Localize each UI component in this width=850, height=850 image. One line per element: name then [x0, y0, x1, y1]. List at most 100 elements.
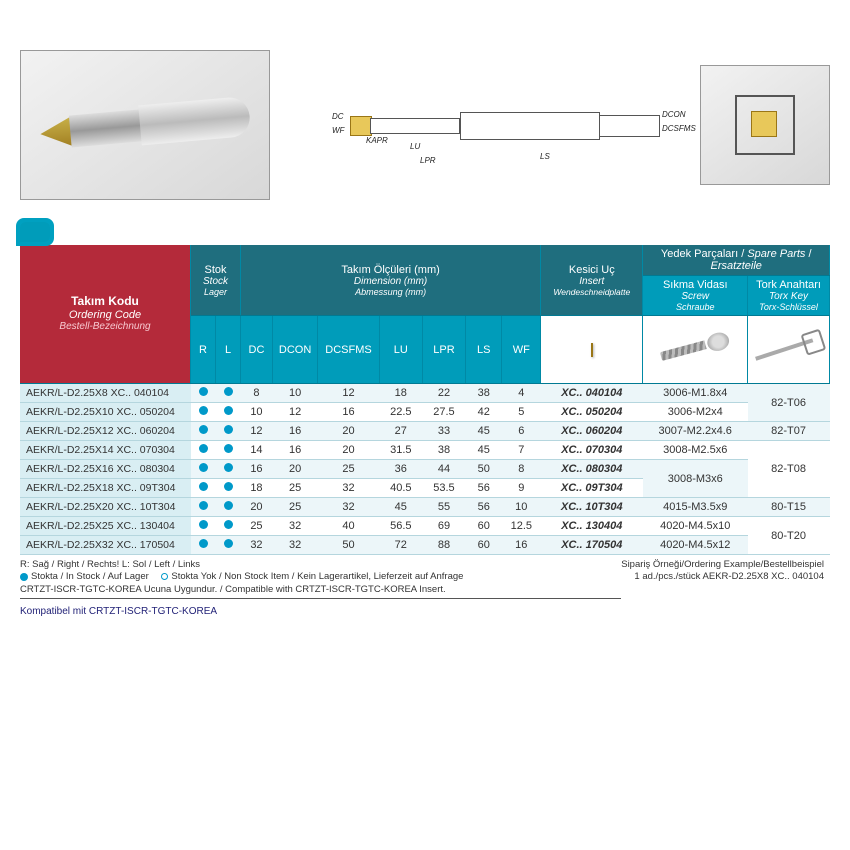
cell-dcsfms: 20: [318, 441, 379, 460]
cell-insert: XC.. 070304: [541, 441, 643, 460]
cell-insert: XC.. 09T304: [541, 479, 643, 498]
cell-ordering-code: AEKR/L-D2.25X8 XC.. 040104: [20, 384, 191, 403]
hdr-insert: Kesici Uç Insert Wendeschneidplatte: [541, 245, 643, 316]
cell-lu: 31.5: [379, 441, 422, 460]
cell-screw: 3006-M1.8x4: [643, 384, 748, 403]
cell-screw: 3007-M2.2x4.6: [643, 422, 748, 441]
cell-lu: 40.5: [379, 479, 422, 498]
stock-dot-icon: [199, 520, 208, 529]
col-dc: DC: [241, 316, 273, 384]
cell-dcsfms: 16: [318, 403, 379, 422]
cell-dcon: 10: [272, 384, 317, 403]
cell-insert: XC.. 050204: [541, 403, 643, 422]
cell-dc: 8: [241, 384, 273, 403]
cell-ls: 45: [466, 441, 502, 460]
stock-dot-icon: [199, 387, 208, 396]
cell-stock-r: [191, 498, 216, 517]
cell-lu: 56.5: [379, 517, 422, 536]
footer-rl: R: Sağ / Right / Rechts! L: Sol / Left /…: [20, 559, 621, 571]
cell-stock-r: [191, 403, 216, 422]
cell-ls: 60: [466, 517, 502, 536]
cell-ordering-code: AEKR/L-D2.25X20 XC.. 10T304: [20, 498, 191, 517]
screw-icon: [659, 330, 731, 366]
cell-wf: 7: [502, 441, 541, 460]
drill-render: [38, 86, 252, 164]
screw-icon-cell: [643, 316, 748, 384]
cell-wf: 16: [502, 536, 541, 555]
cell-stock-l: [216, 517, 241, 536]
cell-dcsfms: 32: [318, 498, 379, 517]
cell-insert: XC.. 10T304: [541, 498, 643, 517]
stock-dot-icon: [199, 425, 208, 434]
cell-lpr: 69: [422, 517, 465, 536]
cell-dc: 16: [241, 460, 273, 479]
cell-stock-l: [216, 441, 241, 460]
cell-dcon: 32: [272, 517, 317, 536]
detail-drawing: [700, 65, 830, 185]
cell-insert: XC.. 040104: [541, 384, 643, 403]
cell-screw: 4020-M4.5x12: [643, 536, 748, 555]
cell-lu: 45: [379, 498, 422, 517]
cell-lu: 27: [379, 422, 422, 441]
cell-wf: 4: [502, 384, 541, 403]
cell-torx-key: 82-T06: [748, 384, 830, 422]
cell-lpr: 22: [422, 384, 465, 403]
cell-wf: 10: [502, 498, 541, 517]
label-wf: WF: [332, 126, 344, 135]
hdr-screw: Sıkma Vidası Screw Schraube: [643, 276, 748, 316]
label-lpr: LPR: [420, 156, 436, 165]
stock-dot-icon: [199, 539, 208, 548]
cell-stock-l: [216, 384, 241, 403]
cell-ls: 45: [466, 422, 502, 441]
cell-stock-l: [216, 460, 241, 479]
cell-dcon: 25: [272, 498, 317, 517]
cell-stock-r: [191, 479, 216, 498]
stock-dot-icon: [199, 444, 208, 453]
cell-lpr: 55: [422, 498, 465, 517]
out-stock-ring-icon: [161, 573, 168, 580]
cell-insert: XC.. 060204: [541, 422, 643, 441]
cell-dcsfms: 25: [318, 460, 379, 479]
stock-dot-icon: [199, 501, 208, 510]
label-kapr: KAPR: [366, 136, 388, 145]
cell-stock-l: [216, 479, 241, 498]
cell-ordering-code: AEKR/L-D2.25X25 XC.. 130404: [20, 517, 191, 536]
cell-lu: 22.5: [379, 403, 422, 422]
cell-stock-r: [191, 441, 216, 460]
cell-ls: 60: [466, 536, 502, 555]
cell-insert: XC.. 080304: [541, 460, 643, 479]
torx-key-icon: [751, 323, 827, 373]
tab-accent: [16, 218, 54, 246]
cell-screw: 4015-M3.5x9: [643, 498, 748, 517]
col-l: L: [216, 316, 241, 384]
product-photo: [20, 50, 270, 200]
cell-screw: 3008-M2.5x6: [643, 441, 748, 460]
cell-insert: XC.. 130404: [541, 517, 643, 536]
cell-lpr: 38: [422, 441, 465, 460]
stock-dot-icon: [199, 463, 208, 472]
hdr-dimensions: Takım Ölçüleri (mm) Dimension (mm) Abmes…: [241, 245, 541, 316]
col-dcon: DCON: [272, 316, 317, 384]
label-dcon: DCON: [662, 110, 686, 119]
cell-torx-key: 82-T07: [748, 422, 830, 441]
stock-dot-icon: [224, 482, 233, 491]
cell-ls: 56: [466, 479, 502, 498]
order-example-label: Sipariş Örneği/Ordering Example/Bestellb…: [621, 559, 824, 571]
stock-dot-icon: [224, 425, 233, 434]
cell-ordering-code: AEKR/L-D2.25X18 XC.. 09T304: [20, 479, 191, 498]
insert-icon-cell: [541, 316, 643, 384]
footer-stock-legend: Stokta / In Stock / Auf Lager Stokta Yok…: [20, 571, 621, 583]
cell-ls: 50: [466, 460, 502, 479]
stock-dot-icon: [224, 520, 233, 529]
table-row: AEKR/L-D2.25X12 XC.. 0602041216202733456…: [20, 422, 830, 441]
cell-stock-r: [191, 384, 216, 403]
cell-stock-r: [191, 422, 216, 441]
cell-lpr: 44: [422, 460, 465, 479]
table-row: AEKR/L-D2.25X25 XC.. 13040425324056.5696…: [20, 517, 830, 536]
cell-dcsfms: 12: [318, 384, 379, 403]
insert-icon: [591, 343, 593, 357]
cell-stock-l: [216, 403, 241, 422]
hdr-key: Tork Anahtarı Torx Key Torx-Schlüssel: [748, 276, 830, 316]
technical-drawing: DC WF KAPR LU LPR LS DCON DCSFMS: [310, 80, 660, 170]
cell-wf: 8: [502, 460, 541, 479]
